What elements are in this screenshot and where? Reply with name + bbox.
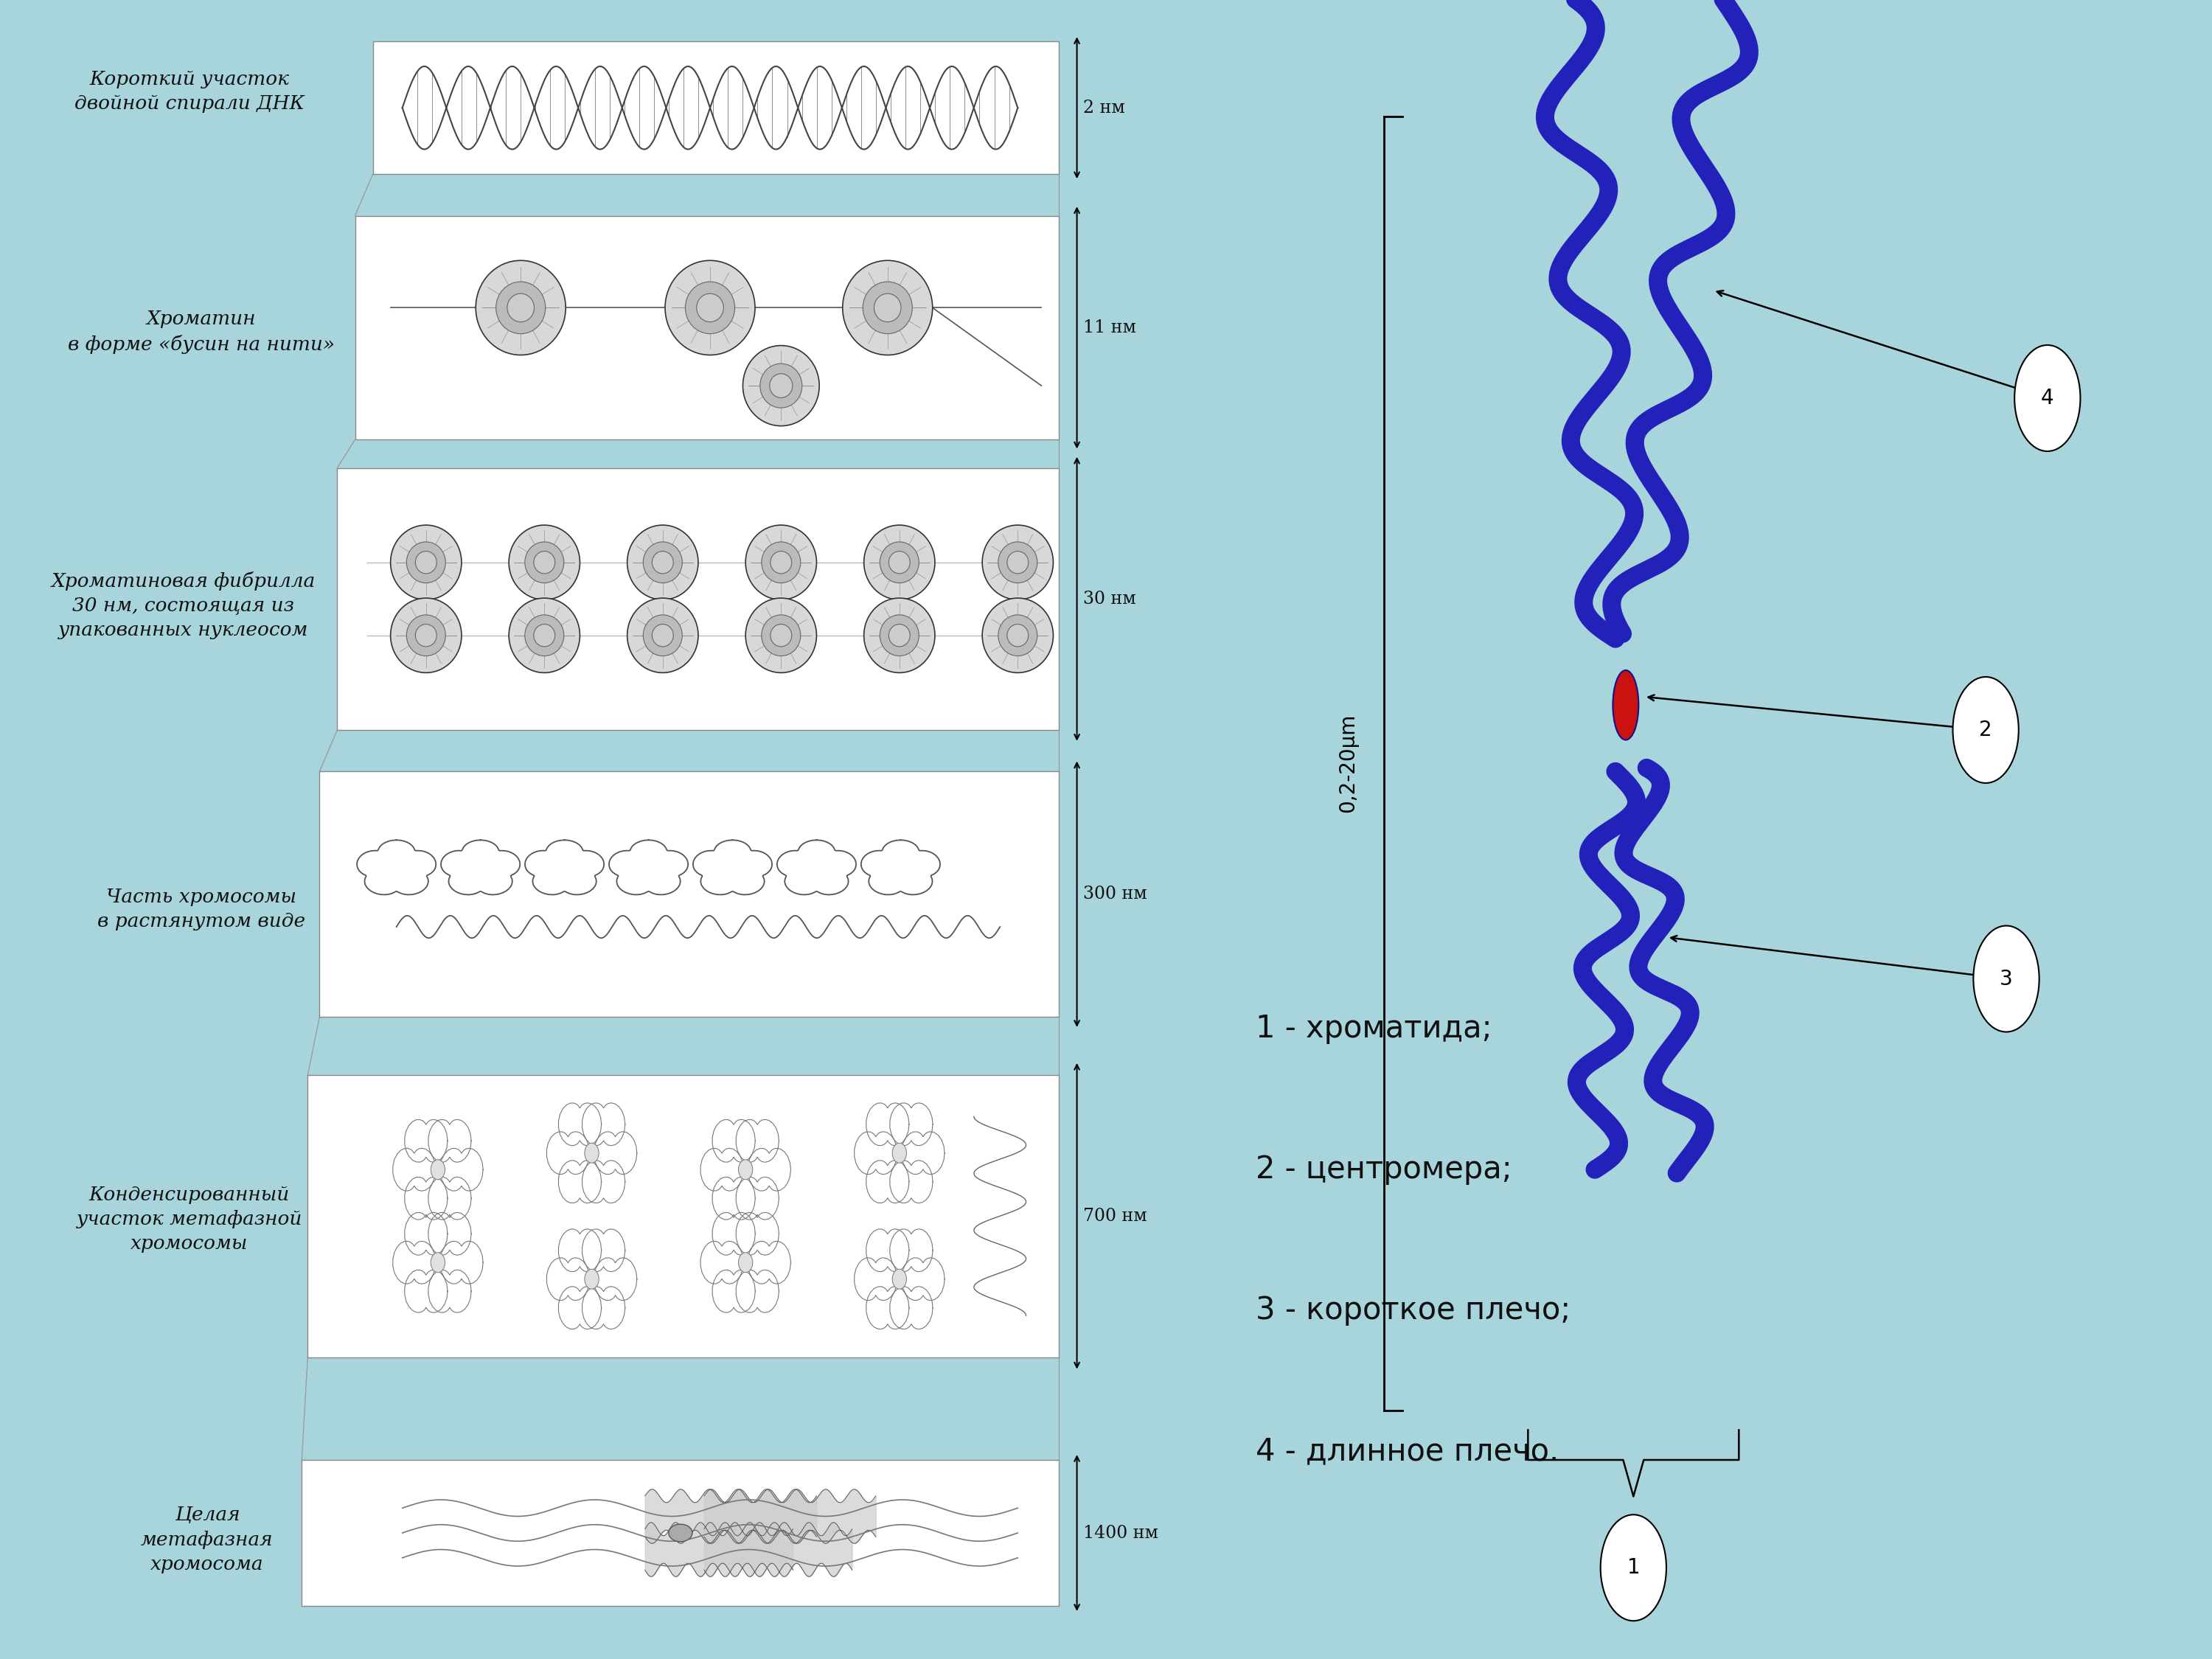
Ellipse shape <box>644 542 681 582</box>
Ellipse shape <box>524 542 564 582</box>
Ellipse shape <box>533 551 555 574</box>
Text: Короткий участок
двойной спирали ДНК: Короткий участок двойной спирали ДНК <box>75 70 305 113</box>
Circle shape <box>1973 926 2039 1032</box>
Circle shape <box>584 1269 599 1289</box>
Ellipse shape <box>653 551 672 574</box>
Ellipse shape <box>982 597 1053 674</box>
Text: 11 нм: 11 нм <box>1084 319 1137 337</box>
Circle shape <box>1601 1515 1666 1621</box>
Text: 1: 1 <box>1626 1558 1639 1578</box>
Text: 2 нм: 2 нм <box>1084 100 1124 116</box>
Ellipse shape <box>761 615 801 655</box>
Ellipse shape <box>874 294 900 322</box>
Text: Хроматиновая фибрилла
30 нм, состоящая из
упакованных нуклеосом: Хроматиновая фибрилла 30 нм, состоящая и… <box>51 572 316 639</box>
Circle shape <box>891 1143 907 1163</box>
Ellipse shape <box>843 260 933 355</box>
Text: 4: 4 <box>2042 388 2055 408</box>
Ellipse shape <box>668 1525 692 1541</box>
Ellipse shape <box>416 624 436 647</box>
Ellipse shape <box>495 282 546 333</box>
Ellipse shape <box>998 542 1037 582</box>
Text: Конденсированный
участок метафазной
хромосомы: Конденсированный участок метафазной хром… <box>77 1186 303 1253</box>
Text: 4 - длинное плечо.: 4 - длинное плечо. <box>1256 1437 1559 1467</box>
Ellipse shape <box>407 615 445 655</box>
Ellipse shape <box>745 524 816 599</box>
Ellipse shape <box>628 524 699 599</box>
Text: 1 - хроматида;: 1 - хроматида; <box>1256 1014 1491 1044</box>
Ellipse shape <box>416 551 436 574</box>
Ellipse shape <box>865 524 936 599</box>
Ellipse shape <box>407 542 445 582</box>
Ellipse shape <box>863 282 911 333</box>
Ellipse shape <box>745 597 816 674</box>
Bar <box>336 468 1060 730</box>
Circle shape <box>431 1160 445 1180</box>
Bar <box>307 1075 1060 1357</box>
Text: Хроматин
в форме «бусин на нити»: Хроматин в форме «бусин на нити» <box>69 310 334 353</box>
Ellipse shape <box>743 345 818 426</box>
Text: 0,2-20μm: 0,2-20μm <box>1338 713 1358 813</box>
Ellipse shape <box>770 624 792 647</box>
Ellipse shape <box>509 597 580 674</box>
Ellipse shape <box>770 551 792 574</box>
Text: 3 - короткое плечо;: 3 - короткое плечо; <box>1256 1296 1571 1326</box>
Ellipse shape <box>628 597 699 674</box>
Ellipse shape <box>889 551 909 574</box>
Ellipse shape <box>666 260 754 355</box>
Circle shape <box>584 1143 599 1163</box>
Text: 3: 3 <box>2000 969 2013 989</box>
Circle shape <box>739 1253 752 1272</box>
Bar <box>374 41 1060 174</box>
Text: 300 нм: 300 нм <box>1084 886 1146 902</box>
Ellipse shape <box>761 363 803 408</box>
Ellipse shape <box>1613 670 1639 740</box>
Ellipse shape <box>697 294 723 322</box>
Circle shape <box>431 1253 445 1272</box>
Ellipse shape <box>686 282 734 333</box>
Text: Целая
метафазная
хромосома: Целая метафазная хромосома <box>142 1506 274 1573</box>
Ellipse shape <box>998 615 1037 655</box>
Circle shape <box>2015 345 2079 451</box>
Text: 2 - центромера;: 2 - центромера; <box>1256 1155 1511 1185</box>
Ellipse shape <box>770 373 792 398</box>
Bar <box>354 216 1060 440</box>
Ellipse shape <box>533 624 555 647</box>
Ellipse shape <box>524 615 564 655</box>
Circle shape <box>1953 677 2020 783</box>
Text: Часть хромосомы
в растянутом виде: Часть хромосомы в растянутом виде <box>97 888 305 931</box>
Ellipse shape <box>761 542 801 582</box>
Ellipse shape <box>880 615 918 655</box>
Ellipse shape <box>653 624 672 647</box>
Ellipse shape <box>509 524 580 599</box>
Ellipse shape <box>392 524 462 599</box>
Ellipse shape <box>1006 624 1029 647</box>
Ellipse shape <box>644 615 681 655</box>
Ellipse shape <box>392 597 462 674</box>
Bar <box>319 771 1060 1017</box>
Bar <box>301 1460 1060 1606</box>
Text: 1400 нм: 1400 нм <box>1084 1525 1159 1541</box>
Ellipse shape <box>889 624 909 647</box>
Ellipse shape <box>880 542 918 582</box>
Ellipse shape <box>1006 551 1029 574</box>
Ellipse shape <box>476 260 566 355</box>
Circle shape <box>891 1269 907 1289</box>
Text: 700 нм: 700 нм <box>1084 1208 1146 1224</box>
Text: 30 нм: 30 нм <box>1084 591 1135 607</box>
Ellipse shape <box>982 524 1053 599</box>
Circle shape <box>739 1160 752 1180</box>
Text: 2: 2 <box>1980 720 1993 740</box>
Ellipse shape <box>865 597 936 674</box>
Ellipse shape <box>507 294 533 322</box>
